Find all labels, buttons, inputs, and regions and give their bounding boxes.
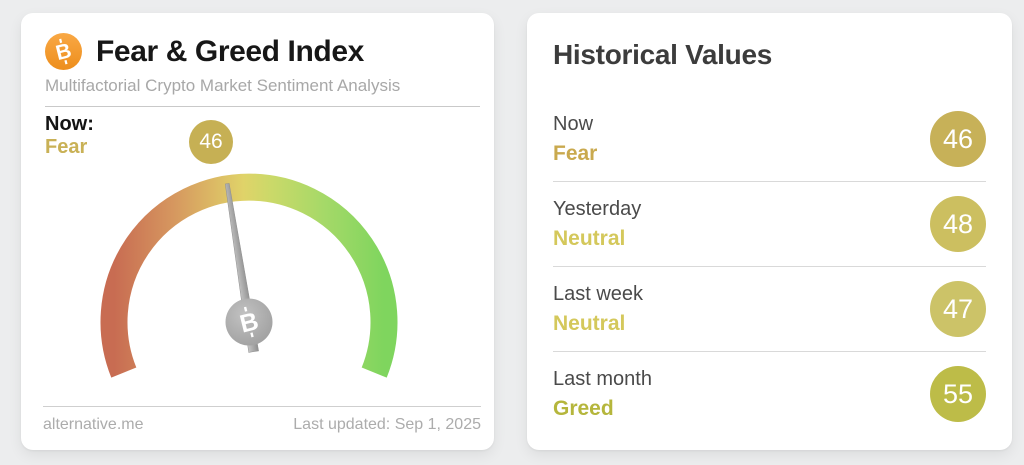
gauge-needle — [224, 183, 259, 353]
historical-values-title: Historical Values — [553, 39, 773, 70]
header-divider — [45, 106, 480, 107]
now-label: Now: — [45, 113, 94, 135]
history-row-classification: Neutral — [553, 227, 626, 251]
history-value-badge: 55 — [930, 366, 986, 423]
gauge-arc — [100, 173, 398, 378]
history-row-label: Last month — [553, 368, 652, 391]
history-row-text: Yesterday Neutral — [553, 197, 641, 251]
history-row-last-month: Last month Greed 55 — [553, 351, 986, 436]
bitcoin-icon: B — [45, 33, 82, 70]
fear-greed-card: B Fear & Greed Index Multifactorial Cryp… — [21, 13, 494, 450]
card-footer: alternative.me Last updated: Sep 1, 2025 — [43, 406, 481, 434]
historical-values-card: Historical Values Now Fear 46 Yesterday … — [527, 13, 1012, 450]
history-value-badge: 48 — [930, 196, 986, 253]
history-row-label: Yesterday — [553, 198, 642, 221]
history-row-label: Last week — [553, 283, 644, 306]
history-row-label: Now — [553, 113, 594, 136]
site-link[interactable]: alternative.me — [43, 416, 144, 433]
history-row-classification: Fear — [553, 142, 598, 166]
history-row-yesterday: Yesterday Neutral 48 — [553, 181, 986, 266]
bitcoin-hub-icon: B — [237, 306, 261, 339]
history-row-classification: Neutral — [553, 312, 626, 336]
history-row-text: Last week Neutral — [553, 282, 643, 336]
history-row-text: Now Fear — [553, 112, 597, 166]
now-classification: Fear — [45, 136, 88, 159]
last-updated-text: Last updated: Sep 1, 2025 — [293, 416, 481, 433]
fear-greed-header: B Fear & Greed Index — [21, 13, 494, 70]
page-title: Fear & Greed Index — [96, 34, 364, 68]
page-subtitle: Multifactorial Crypto Market Sentiment A… — [45, 76, 401, 95]
history-row-text: Last month Greed — [553, 367, 652, 421]
history-row-last-week: Last week Neutral 47 — [553, 266, 986, 351]
now-block: Now: Fear — [45, 113, 94, 159]
historical-values-list: Now Fear 46 Yesterday Neutral 48 Last we… — [553, 97, 986, 436]
history-value-badge: 46 — [930, 111, 986, 168]
history-row-now: Now Fear 46 — [553, 97, 986, 181]
gauge-value-badge: 46 — [189, 120, 233, 164]
history-value-badge: 47 — [930, 281, 986, 338]
svg-text:B: B — [54, 39, 74, 65]
gauge-hub: B — [225, 298, 273, 346]
history-row-classification: Greed — [553, 397, 614, 421]
svg-text:B: B — [237, 307, 261, 339]
